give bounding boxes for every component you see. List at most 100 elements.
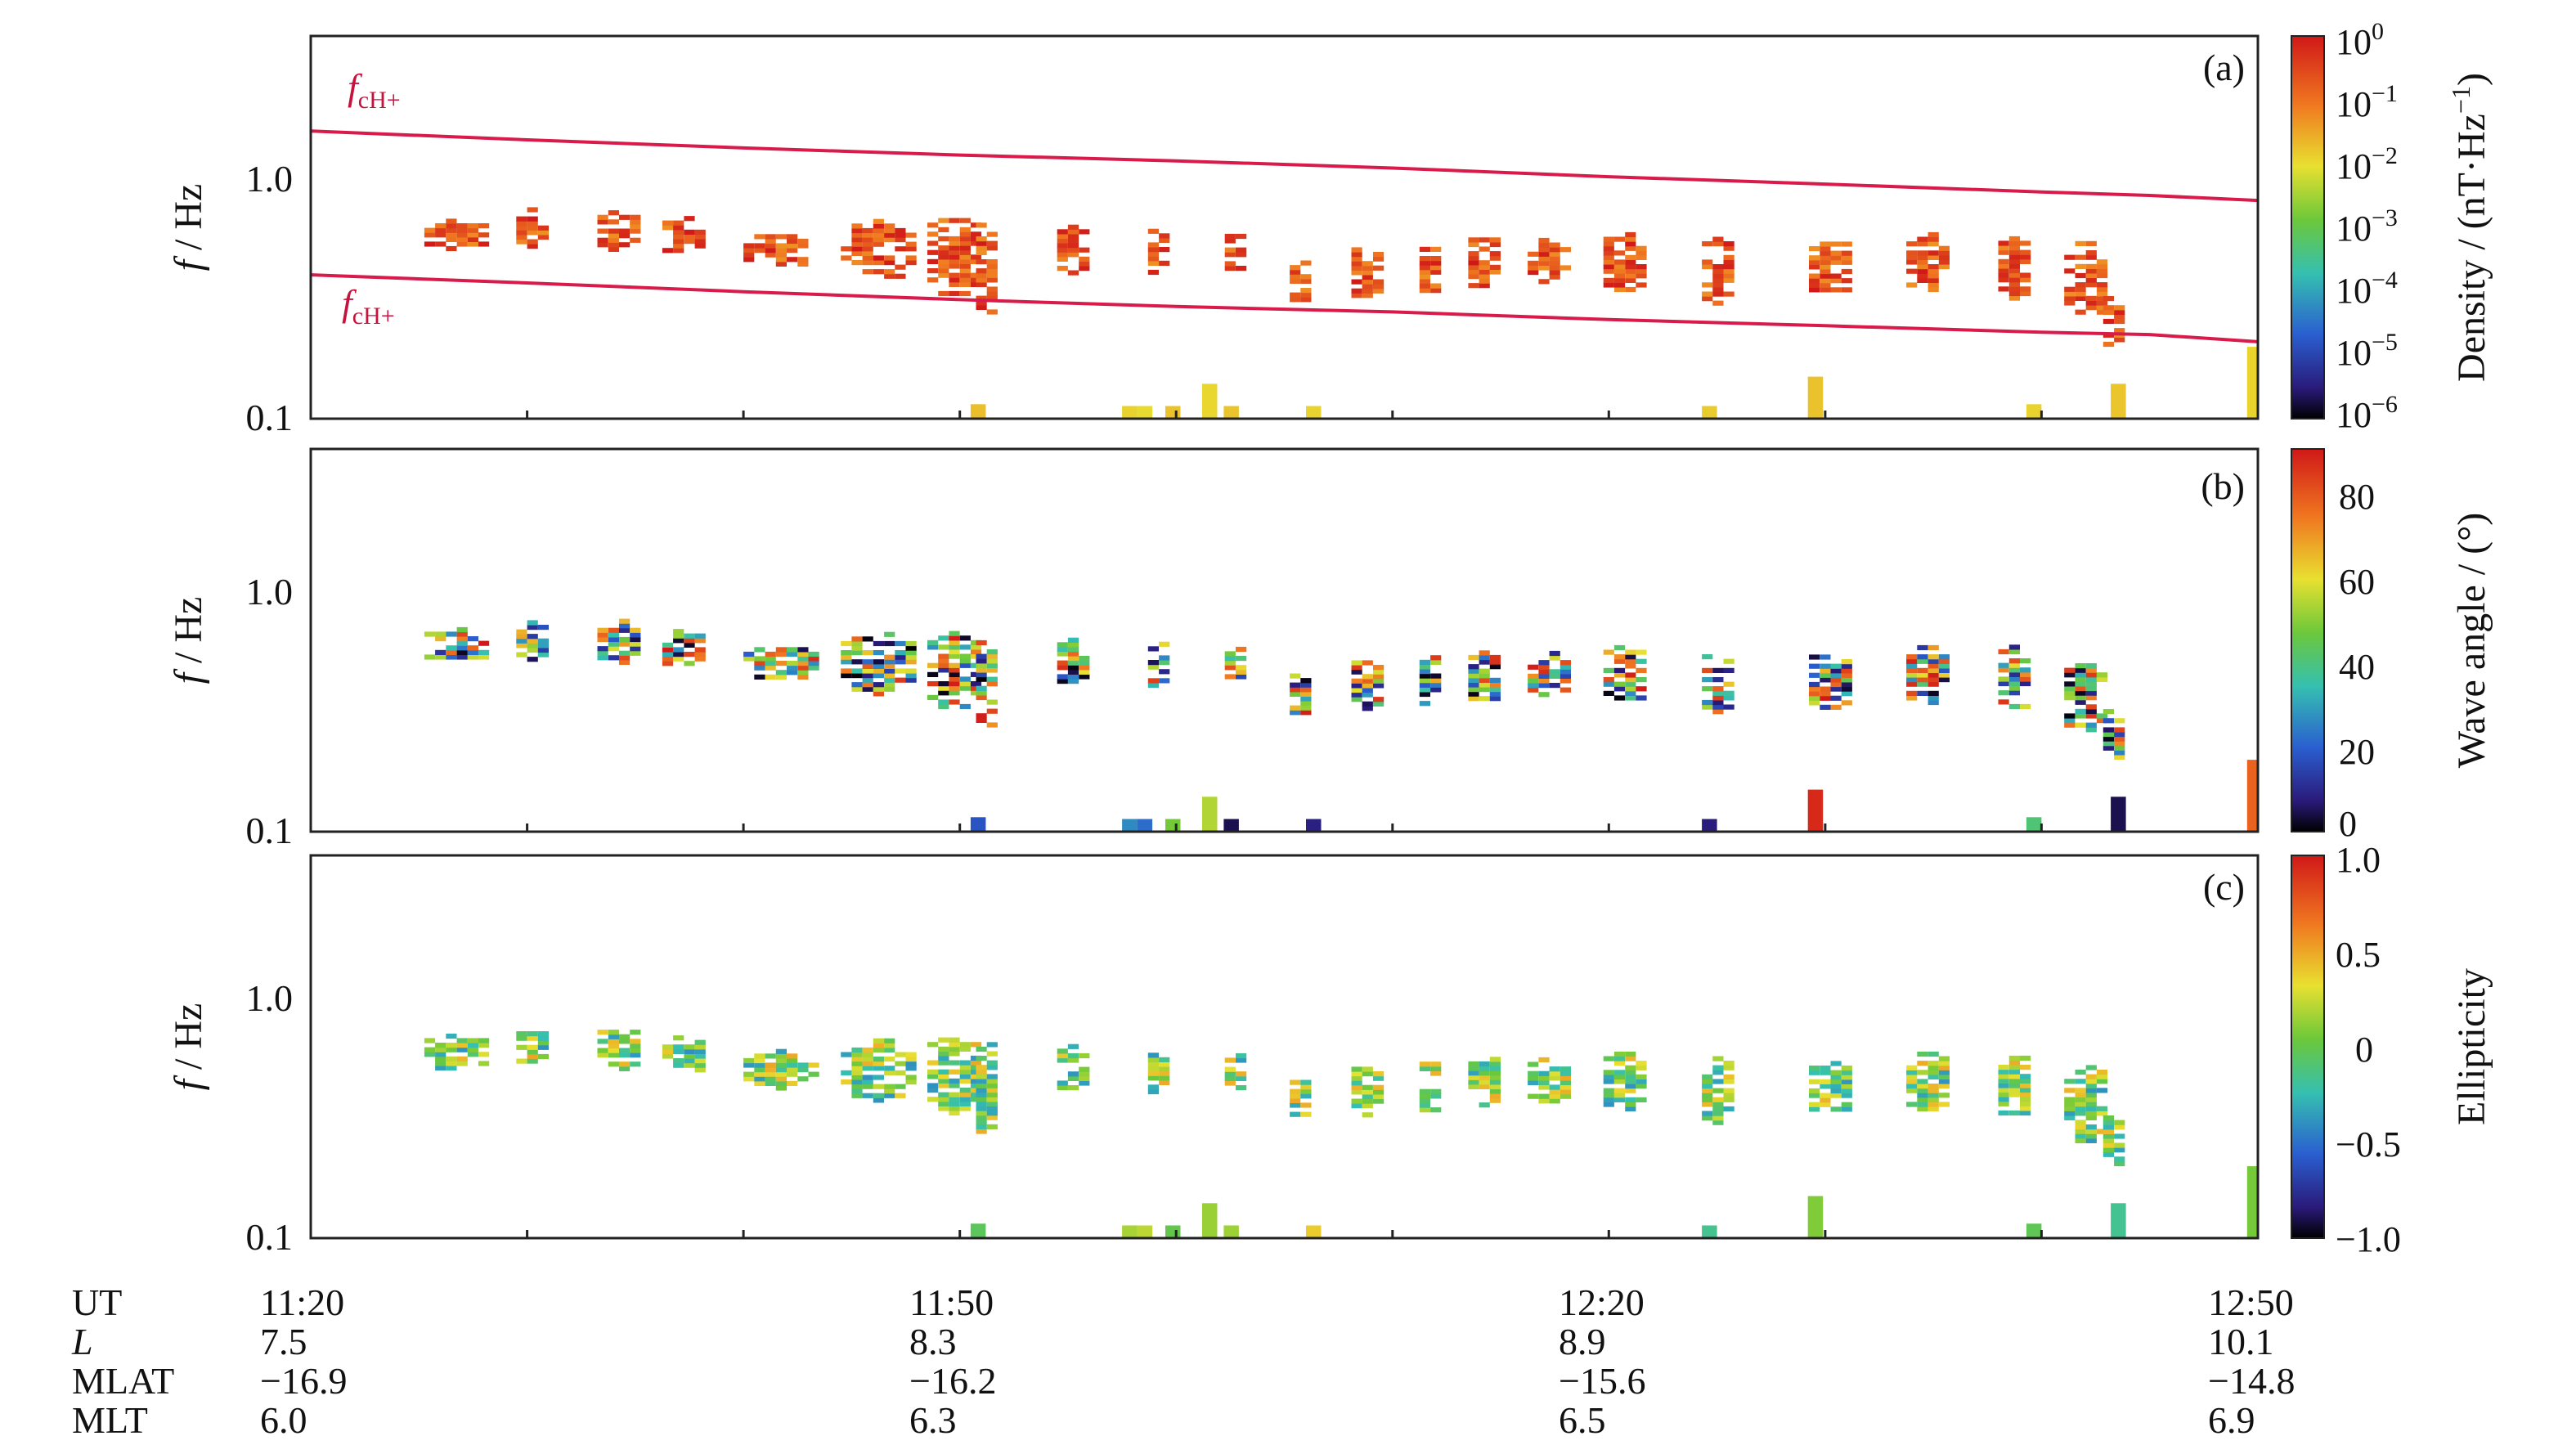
wave-cell [1468,283,1479,289]
wave-cell [527,638,538,644]
wave-cell [884,682,895,688]
wave-cell [976,1092,987,1097]
wave-cell [537,1035,549,1041]
wave-cell [619,618,631,624]
wave-cell [976,236,987,242]
low-frequency-bar [1702,1225,1717,1238]
wave-cell [1538,1098,1550,1104]
wave-cell [1625,658,1636,664]
wave-cell [1820,287,1831,293]
wave-cell [2020,1083,2031,1088]
wave-cell [976,1124,987,1129]
wave-cell [959,218,971,223]
wave-cell [1538,660,1550,666]
wave-cell [1625,231,1636,238]
wave-cell [938,635,949,641]
wave-cell [765,665,776,671]
wave-cell [694,1039,706,1045]
wave-cell [516,225,527,231]
wave-cell [527,225,538,231]
wave-cell [435,1043,447,1048]
wave-cell [949,249,960,255]
ut-1120: 11:20 [260,1281,344,1323]
wave-cell [1528,260,1539,266]
wave-cell [2085,305,2097,311]
wave-cell [2020,667,2031,673]
wave-cell [2085,263,2097,269]
panel-a-frame [309,34,2260,420]
wave-cell [765,674,776,680]
wave-cell [1479,1084,1490,1089]
wave-cell [478,223,490,229]
wave-cell [673,234,684,240]
wave-cell [1224,247,1236,253]
wave-cell [949,1046,960,1052]
time-axis-col-1250: 12:50 10.1 −14.8 6.9 [2208,1281,2295,1441]
wave-cell [2114,314,2125,320]
wave-cell [1079,266,1090,272]
wave-cell [1712,1070,1724,1075]
wave-cell [2103,1124,2114,1130]
wave-cell [949,1042,960,1048]
wave-cell [424,631,436,637]
wave-cell [787,661,798,666]
wave-cell [1809,695,1820,701]
wave-cell [938,268,949,274]
wave-cell [1841,659,1852,665]
wave-cell [1702,1102,1713,1107]
wave-cell [851,1061,863,1066]
wave-cell [1067,660,1079,666]
wave-cell [927,662,939,668]
wave-cell [797,670,809,675]
wave-cell [1236,266,1247,272]
wave-cell [1079,665,1090,671]
wave-cell [1362,261,1373,267]
wave-cell [2085,250,2097,256]
wave-cell [2096,1129,2108,1134]
wave-cell [2085,272,2097,279]
wave-cell [862,227,873,234]
wave-cell [1419,288,1430,294]
wave-cell [446,245,457,252]
wave-cell [1841,268,1852,275]
wave-cell [959,1106,971,1111]
wave-cell [976,685,987,691]
wave-cell [1998,1069,2009,1075]
wave-cell [986,1106,998,1111]
wave-cell [467,236,478,242]
wave-cell [1928,690,1939,696]
wave-cell [1362,1093,1373,1100]
wave-cell [765,661,776,666]
wave-cell [527,1049,538,1055]
wave-cell [1351,252,1362,258]
wave-cell [1820,1093,1831,1098]
wave-cell [1841,668,1852,674]
wave-cell [905,673,917,679]
wave-cell [456,645,468,651]
wave-cell [1636,658,1647,664]
wave-cell [1468,237,1479,243]
wave-cell [516,221,527,227]
wave-cell [2008,240,2020,246]
wave-cell [456,241,468,247]
wave-cell [1351,692,1362,698]
wave-cell [1702,264,1713,270]
wave-cell [684,1044,695,1050]
wave-cell [1489,654,1501,661]
wave-cell [1917,1102,1928,1107]
wave-cell [467,645,478,651]
wave-cell [1702,1084,1713,1089]
wave-cell [1419,1097,1430,1104]
wave-cell [527,643,538,648]
wave-cell [2020,286,2031,292]
wave-cell [1560,1066,1571,1072]
wave-cell [949,254,960,260]
wave-cell [1603,681,1614,687]
wave-cell [1998,667,2009,673]
wave-cell [1917,1061,1928,1066]
wave-cell [1468,255,1479,261]
low-frequency-bar [1122,819,1138,832]
wave-cell [976,717,987,723]
wave-cell [537,652,549,657]
